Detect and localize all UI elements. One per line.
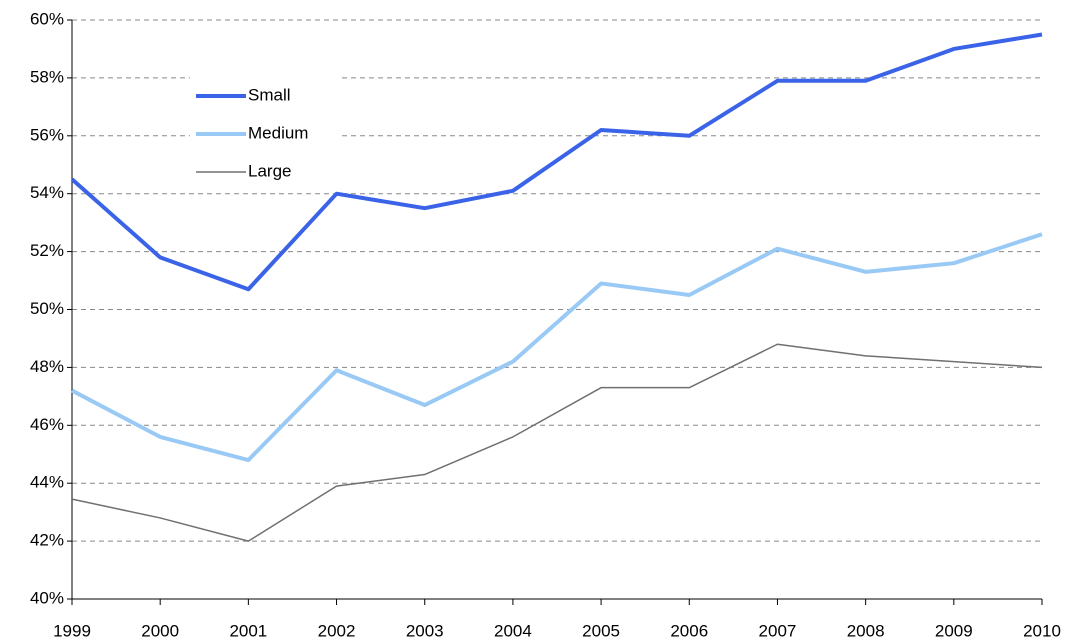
legend: Small Medium Large — [190, 70, 340, 190]
y-tick-label: 60% — [30, 9, 64, 28]
x-tick-label: 2007 — [759, 621, 797, 640]
legend-label: Large — [248, 161, 291, 180]
y-tick-label: 42% — [30, 531, 64, 550]
x-tick-label: 2003 — [406, 621, 444, 640]
y-tick-label: 48% — [30, 357, 64, 376]
x-tick-label: 2008 — [847, 621, 885, 640]
series-line — [71, 343, 1043, 542]
x-tick-label: 2004 — [494, 621, 532, 640]
x-tick-label: 1999 — [53, 621, 91, 640]
x-tick-label: 2005 — [582, 621, 620, 640]
legend-box — [190, 70, 340, 190]
y-tick-label: 44% — [30, 473, 64, 492]
legend-label: Medium — [248, 123, 308, 142]
y-tick-label: 46% — [30, 415, 64, 434]
y-tick-label: 56% — [30, 125, 64, 144]
x-tick-label: 2010 — [1023, 621, 1061, 640]
y-tick-label: 58% — [30, 67, 64, 86]
legend-label: Small — [248, 85, 291, 104]
x-tick-label: 2009 — [935, 621, 973, 640]
y-tick-label: 40% — [30, 588, 64, 607]
x-tick-label: 2002 — [318, 621, 356, 640]
x-tick-label: 2001 — [229, 621, 267, 640]
series-line — [71, 232, 1043, 463]
x-tick-label: 2000 — [141, 621, 179, 640]
y-tick-label: 54% — [30, 183, 64, 202]
y-tick-label: 50% — [30, 299, 64, 318]
series-line — [70, 32, 1043, 292]
y-tick-label: 52% — [30, 241, 64, 260]
x-tick-label: 2006 — [670, 621, 708, 640]
